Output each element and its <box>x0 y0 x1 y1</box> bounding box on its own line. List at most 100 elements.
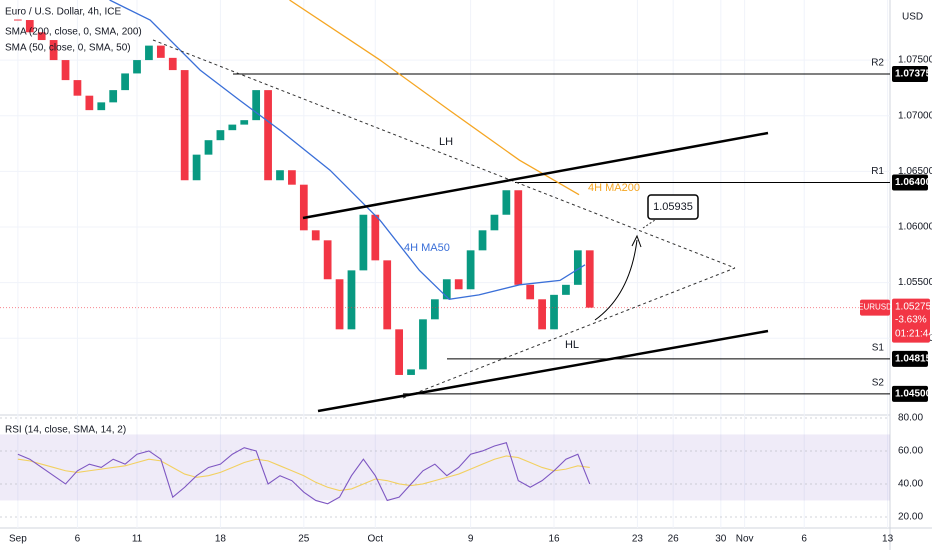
callout-pointer <box>642 219 656 229</box>
x-tick-label: 11 <box>132 534 143 545</box>
candle <box>37 32 46 41</box>
x-tick-label: Oct <box>368 534 384 545</box>
level-tag-label: 1.06400 <box>895 177 932 188</box>
ma200-label: 4H MA200 <box>588 182 640 194</box>
candle <box>109 90 118 103</box>
candle <box>25 20 34 33</box>
candle <box>526 284 535 300</box>
candle <box>323 240 332 280</box>
callout-box <box>647 194 699 220</box>
candle <box>562 284 570 295</box>
candle <box>133 60 141 74</box>
candle <box>478 230 487 251</box>
rsi-ma-line <box>17 455 590 492</box>
channel-bottom <box>317 329 769 413</box>
x-tick-label: 30 <box>715 534 727 545</box>
level-name: S2 <box>872 378 885 389</box>
channel-top <box>302 131 769 220</box>
candle <box>466 250 475 290</box>
x-tick-label: 6 <box>801 534 807 545</box>
x-tick-label: 23 <box>632 534 644 545</box>
candle <box>359 214 368 271</box>
candle <box>240 120 249 125</box>
candle <box>145 45 153 61</box>
ma-line <box>289 0 580 196</box>
candle <box>407 369 415 375</box>
rsi-line <box>17 442 591 505</box>
candle <box>419 319 427 370</box>
level-tag-label: 1.04815 <box>895 353 932 364</box>
rsi-tick-label: 80.00 <box>898 413 923 424</box>
hl-label: HL <box>565 339 579 351</box>
candle <box>311 230 320 241</box>
y-tick-label: 1.07500 <box>898 55 932 66</box>
drawings <box>152 39 769 413</box>
countdown-label: 01:21:44 <box>895 328 932 339</box>
candle <box>180 70 189 181</box>
candle <box>395 329 404 375</box>
y-tick-label: 1.07000 <box>898 110 932 121</box>
currency-label: USD <box>902 12 923 23</box>
level-name: S1 <box>872 342 885 353</box>
symbol-tag-label: EURUSD <box>858 303 892 312</box>
candle <box>276 170 284 181</box>
projection-arrow <box>594 239 638 321</box>
level-tag <box>892 350 928 367</box>
candle <box>121 73 129 91</box>
symbol-tag <box>860 299 890 316</box>
candle <box>550 294 558 330</box>
candle <box>216 130 225 141</box>
indicator-label: SMA (200, close, 0, SMA, 200) <box>5 27 142 38</box>
candle <box>252 90 261 121</box>
candle <box>454 279 463 290</box>
level-name: R1 <box>871 166 884 177</box>
rsi-tick-label: 60.00 <box>898 446 923 457</box>
last-price-tag <box>892 298 930 343</box>
level-tag <box>892 385 928 402</box>
candle <box>573 250 582 285</box>
candle <box>335 279 344 330</box>
level-tag-label: 1.07375 <box>895 69 932 80</box>
candle <box>371 214 380 261</box>
rsi-tick-label: 40.00 <box>898 479 923 490</box>
lh-trendline <box>152 39 736 269</box>
candle <box>228 124 237 131</box>
y-tick-label: 1.05500 <box>898 277 932 288</box>
candle <box>204 140 213 155</box>
arrow-head <box>631 234 642 248</box>
rsi-band <box>0 434 890 501</box>
candle <box>288 170 296 185</box>
candle <box>168 57 177 71</box>
candle <box>585 250 594 308</box>
change-label: -3.63% <box>895 314 927 325</box>
chart-title: Euro / U.S. Dollar, 4h, ICE <box>5 7 121 18</box>
x-tick-label: 13 <box>882 534 894 545</box>
rsi-tick-label: 20.00 <box>898 512 923 523</box>
x-tick-label: Sep <box>9 534 27 545</box>
y-tick-label: 1.06500 <box>898 166 932 177</box>
candle <box>431 299 439 320</box>
candle <box>73 80 82 96</box>
candle <box>502 190 511 215</box>
candle <box>61 60 70 81</box>
ma50-label: 4H MA50 <box>404 242 450 254</box>
x-tick-label: 25 <box>298 534 310 545</box>
candle <box>299 184 308 231</box>
level-tag-label: 1.04500 <box>895 389 932 400</box>
x-tick-label: 9 <box>468 534 474 545</box>
candle <box>538 299 546 330</box>
candle <box>490 214 499 231</box>
candle <box>264 90 272 181</box>
x-tick-label: 16 <box>548 534 560 545</box>
x-tick-label: 6 <box>75 534 81 545</box>
indicator-label: SMA (50, close, 0, SMA, 50) <box>5 43 131 54</box>
level-name: R2 <box>871 58 884 69</box>
x-tick-label: 18 <box>215 534 227 545</box>
candle <box>85 95 94 111</box>
x-tick-label: Nov <box>736 534 754 545</box>
last-price-label: 1.05275 <box>895 301 932 312</box>
candle <box>514 190 523 285</box>
candle <box>156 45 165 58</box>
